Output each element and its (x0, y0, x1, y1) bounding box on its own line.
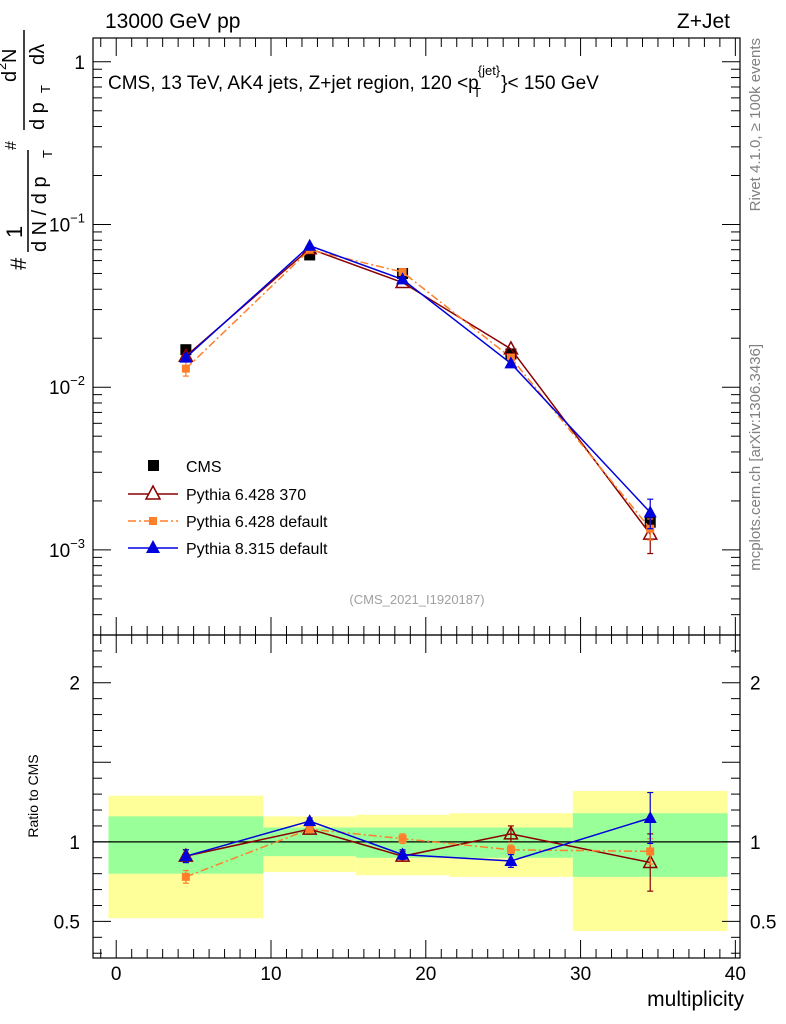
ratio-pythia-6-428-default-point (181, 872, 190, 881)
main-pythia-6-428-default-point (398, 268, 407, 277)
ratio-ytick-label-left: 1 (69, 833, 80, 854)
ylabel-d2: d (0, 71, 21, 82)
main-ytick-label: 10−1 (49, 210, 85, 236)
xtick-label: 0 (111, 964, 122, 985)
ratio-pythia-8-315-default-point (303, 814, 317, 827)
main-axis-ticks: 1 10−1 10−2 10−3 (49, 38, 740, 636)
xtick-label: 30 (570, 964, 591, 985)
ratio-pythia-8-315-default-point (179, 849, 193, 862)
ratio-bands (108, 790, 728, 931)
rivet-label: Rivet 4.1.0, ≥ 100k events (747, 38, 764, 211)
ylabel-hash-2: # (3, 141, 20, 150)
header-right: Z+Jet (677, 10, 730, 33)
ratio-ytick-label-left: 2 (69, 674, 80, 695)
ylabel-n: N (0, 49, 21, 63)
main-title: CMS, 13 TeV, AK4 jets, Z+jet region, 120… (108, 63, 599, 100)
main-ylabel: # 1 d N / d p T # d 2 N d p T dλ (0, 30, 55, 270)
main-ytick-label: 10−2 (49, 373, 85, 399)
ratio-series (178, 791, 658, 892)
mcplots-label: mcplots.cern.ch [arXiv:1306.3436] (747, 344, 764, 571)
xtick-label: 40 (725, 964, 746, 985)
main-pythia-8-315-default-line (185, 244, 651, 513)
legend-marker-pythia6-370 (144, 484, 162, 500)
ylabel-dp: d p (27, 102, 49, 130)
main-pythia-8-315-default-point (504, 356, 518, 369)
ratio-ytick-label-right: 2 (750, 674, 761, 695)
legend-entry-cms: CMS (148, 459, 222, 476)
legend-marker-pythia8 (146, 540, 160, 553)
legend-marker-cms (148, 460, 159, 471)
legend-marker-pythia6-default (149, 517, 157, 525)
legend-entry-pythia8: Pythia 8.315 default (128, 540, 328, 558)
main-series (178, 238, 658, 555)
xtick-label: 20 (415, 964, 436, 985)
ratio-pythia-6-428-370-point (503, 825, 519, 840)
main-pythia-8-315-default-point (179, 350, 193, 363)
main-ytick-label: 1 (74, 53, 85, 74)
ylabel-one: 1 (2, 226, 27, 238)
ylabel-two: 2 (0, 63, 9, 70)
legend-label-pythia8: Pythia 8.315 default (186, 541, 328, 558)
legend: CMS Pythia 6.428 370 Pythia 6.428 defaul… (128, 459, 328, 558)
ratio-pythia-6-428-370-point (642, 853, 658, 869)
ratio-panel: 0.5 0.51 12 20 10 20 30 40 Ratio to CMS multipl… (25, 634, 776, 1011)
ratio-pythia-6-428-default-point (305, 825, 314, 834)
ratio-axis-ticks: 0.5 0.51 12 20 10 20 30 40 (54, 634, 776, 985)
legend-label-pythia6-370: Pythia 6.428 370 (186, 487, 306, 504)
ylabel-hash: # (6, 257, 31, 270)
header-left: 13000 GeV pp (105, 10, 240, 33)
ratio-pythia-6-428-default-point (646, 847, 655, 856)
ylabel-dn: d N / d p (29, 176, 51, 252)
legend-entry-pythia6-370: Pythia 6.428 370 (128, 484, 306, 504)
ratio-frame (92, 634, 741, 959)
ylabel-t1: T (40, 150, 55, 158)
main-pythia-8-315-default-point (303, 238, 317, 251)
main-cms-point (304, 249, 316, 261)
ratio-pythia-8-315-default-point (396, 847, 410, 860)
legend-label-cms: CMS (186, 459, 222, 476)
xlabel: multiplicity (647, 988, 744, 1011)
xtick-label: 10 (260, 964, 281, 985)
ratio-pythia-8-315-default-point (643, 810, 657, 823)
analysis-watermark: (CMS_2021_I1920187) (349, 592, 484, 607)
ylabel-dlambda: dλ (27, 44, 49, 65)
main-panel: 1 10−1 10−2 10−3 CMS, 13 TeV, AK4 jets, Z+j… (0, 30, 741, 636)
ratio-pythia-8-315-default-point (504, 853, 518, 866)
main-pythia-8-315-default-point (396, 272, 410, 285)
ratio-pythia-6-428-default-point (506, 845, 515, 854)
ylabel-t2: T (38, 85, 53, 93)
legend-entry-pythia6-default: Pythia 6.428 default (128, 514, 328, 531)
main-pythia-8-315-default-point (643, 505, 657, 518)
legend-label-pythia6-default: Pythia 6.428 default (186, 514, 328, 531)
ratio-ytick-label-left: 0.5 (54, 912, 80, 933)
main-ytick-label: 10−3 (49, 536, 85, 562)
ratio-pythia-6-428-default-point (398, 834, 407, 843)
ratio-ytick-label-right: 0.5 (750, 912, 776, 933)
ratio-ylabel: Ratio to CMS (25, 754, 41, 837)
ratio-ytick-label-right: 1 (750, 833, 761, 854)
main-pythia-6-428-default-point (181, 364, 190, 373)
